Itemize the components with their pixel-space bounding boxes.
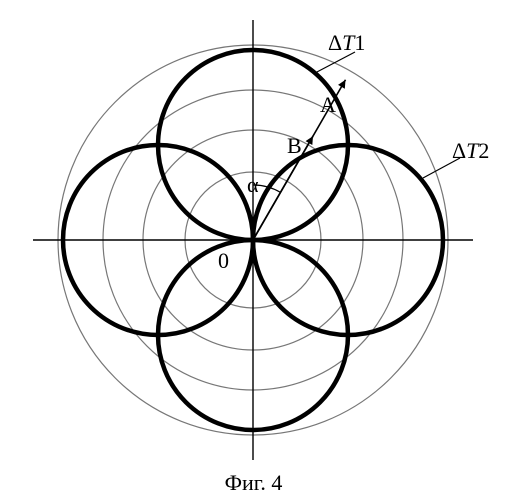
label-point-b: B [287,133,302,159]
label-point-a: A [320,92,336,118]
label-delta-t1: ΔT1 [328,30,365,56]
label-origin: 0 [218,248,229,274]
label-delta-t2: ΔT2 [452,138,489,164]
polar-diagram [0,0,507,500]
figure-caption: Фиг. 4 [0,470,507,496]
label-alpha: α [247,172,259,198]
